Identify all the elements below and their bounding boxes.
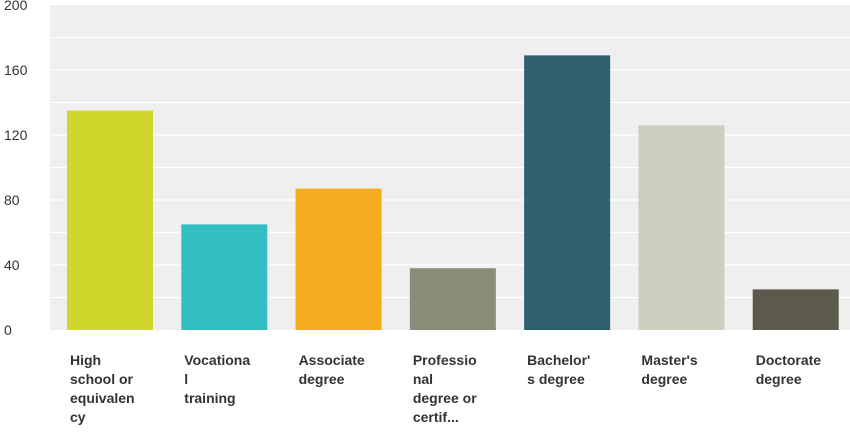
x-tick-label-line: nal (412, 371, 434, 387)
x-tick-label-line: equivalen (70, 390, 135, 406)
y-tick-label: 200 (4, 0, 28, 13)
x-tick-label-line: degree (641, 371, 688, 387)
y-tick-label: 120 (4, 127, 28, 143)
x-tick-label-line: Doctorate (755, 352, 822, 368)
x-tick-label-line: degree (298, 371, 345, 387)
x-tick-label: Master's degree (641, 351, 727, 389)
bar (67, 110, 153, 330)
x-tick-label-line: degree or (412, 390, 477, 406)
bar (409, 268, 496, 330)
x-tick-label-line: Associate (298, 352, 365, 368)
bar (524, 55, 611, 330)
x-tick-label: Professio nal degree or certif... (413, 351, 499, 427)
x-tick-label-line: certif... (412, 409, 459, 425)
x-tick-label-line: Professio (412, 352, 477, 368)
y-tick-label: 80 (4, 192, 20, 208)
x-tick-label-line: l (184, 371, 189, 387)
x-tick-label-line: school or (70, 371, 134, 387)
y-tick-label: 0 (4, 322, 12, 338)
bar (181, 224, 268, 330)
x-tick-label-line: training (184, 390, 236, 406)
bar (638, 125, 725, 330)
y-tick-label: 160 (4, 62, 28, 78)
x-tick-label-line: s degree (527, 371, 585, 387)
x-tick-label: Doctorate degree (756, 351, 842, 389)
x-tick-label: Bachelor' s degree (527, 351, 613, 389)
y-tick-label: 40 (4, 257, 20, 273)
x-tick-label-line: Master's (641, 352, 698, 368)
x-tick-label: Vocationa l training (184, 351, 270, 408)
bar (752, 289, 839, 330)
bar (295, 188, 382, 330)
x-tick-label-line: Bachelor' (527, 352, 591, 368)
x-tick-label: High school or equivalen cy (70, 351, 156, 427)
x-tick-label-line: cy (70, 409, 86, 425)
x-tick-label-line: High (70, 352, 102, 368)
x-tick-label-line: degree (755, 371, 802, 387)
x-tick-label: Associate degree (299, 351, 385, 389)
x-tick-label-line: Vocationa (184, 352, 251, 368)
